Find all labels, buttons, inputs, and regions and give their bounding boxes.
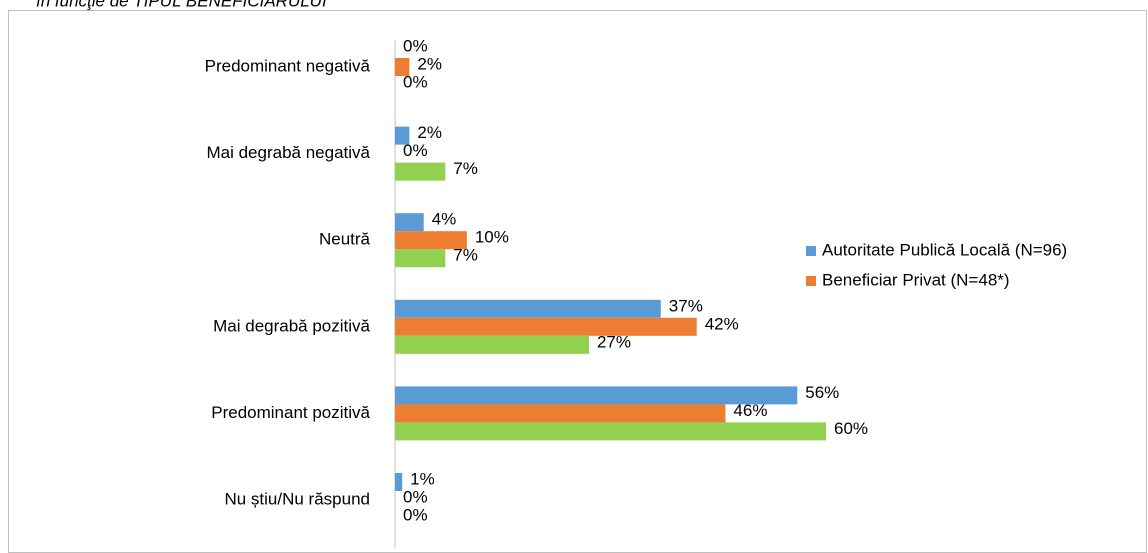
category-label: Predominant negativă: [205, 56, 371, 75]
value-label: 0%: [403, 72, 428, 91]
value-label: 0%: [403, 36, 428, 55]
value-label: 37%: [669, 296, 703, 315]
value-label: 0%: [403, 505, 428, 524]
value-label: 7%: [453, 159, 478, 178]
category-label: Nu știu/Nu răspund: [224, 489, 370, 508]
bar: [395, 58, 410, 76]
chart-title: în funcţie de TIPUL BENEFICIARULUI: [36, 0, 327, 10]
legend-label: Beneficiar Privat (N=48*): [822, 270, 1010, 289]
category-label: Predominant pozitivă: [211, 403, 370, 422]
category-label: Mai degrabă negativă: [206, 143, 370, 162]
value-label: 27%: [597, 332, 631, 351]
value-label: 46%: [733, 401, 767, 420]
chart-border: [8, 10, 1147, 553]
bar: [395, 249, 446, 268]
bar: [395, 422, 826, 441]
bar: [395, 231, 467, 250]
bar: [395, 299, 661, 318]
value-label: 2%: [417, 54, 442, 73]
value-label: 42%: [705, 314, 739, 333]
value-label: 0%: [403, 141, 428, 160]
category-label: Mai degrabă pozitivă: [213, 316, 370, 335]
value-label: 60%: [834, 419, 868, 438]
bar: [395, 404, 726, 423]
value-label: 4%: [432, 210, 457, 229]
legend-label: Autoritate Publică Locală (N=96): [822, 240, 1067, 259]
value-label: 1%: [410, 469, 435, 488]
value-label: 0%: [403, 487, 428, 506]
bar: [395, 162, 446, 181]
bar: [395, 317, 697, 336]
value-label: 7%: [453, 246, 478, 265]
legend-swatch: [806, 246, 816, 256]
bar: [395, 126, 410, 145]
legend-swatch: [806, 276, 816, 286]
value-label: 2%: [417, 123, 442, 142]
value-label: 10%: [475, 228, 509, 247]
bar: [395, 386, 798, 405]
value-label: 56%: [805, 383, 839, 402]
bar: [395, 335, 589, 354]
bar: [395, 213, 424, 232]
bar: [395, 473, 403, 491]
category-label: Neutră: [319, 230, 371, 249]
